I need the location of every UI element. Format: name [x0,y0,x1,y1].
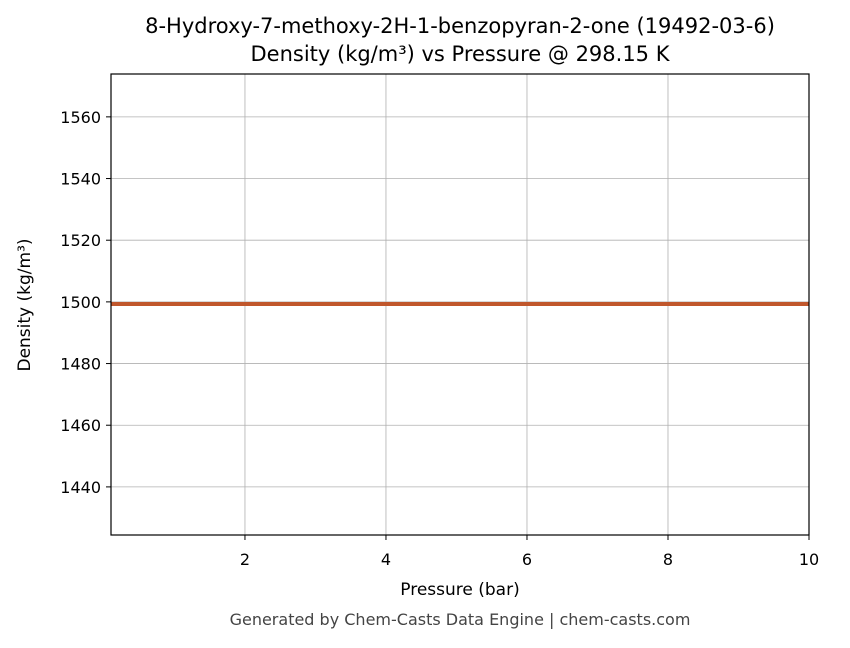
y-tick-label: 1480 [60,355,101,374]
y-tick-label: 1520 [60,231,101,250]
x-tick-label: 10 [799,550,819,569]
x-tick-label: 6 [522,550,532,569]
footer: Generated by Chem-Casts Data Engine | ch… [230,610,691,629]
plot-frame [110,73,810,536]
x-tick-label: 4 [381,550,391,569]
x-tick-label: 8 [663,550,673,569]
chart-title: 8-Hydroxy-7-methoxy-2H-1-benzopyran-2-on… [145,14,775,38]
y-tick-label: 1500 [60,293,101,312]
x-tick-label: 2 [240,550,250,569]
y-tick-label: 1440 [60,478,101,497]
x-axis-label: Pressure (bar) [400,580,519,600]
chart-subtitle: Density (kg/m³) vs Pressure @ 298.15 K [250,42,670,66]
y-tick-label: 1540 [60,170,101,189]
y-tick-label: 1460 [60,416,101,435]
y-tick-label: 1560 [60,108,101,127]
y-axis-label: Density (kg/m³) [15,238,35,371]
